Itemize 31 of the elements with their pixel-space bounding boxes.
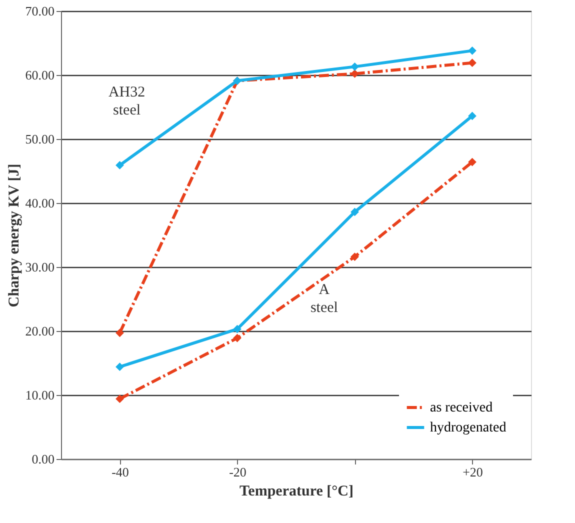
point bbox=[350, 252, 359, 261]
x-axis-title: Temperature [°C] bbox=[240, 484, 354, 500]
point bbox=[116, 161, 124, 170]
point bbox=[350, 62, 359, 71]
y-tick-label: 0.00 bbox=[32, 452, 54, 466]
x-tick-label: +20 bbox=[462, 464, 483, 480]
point bbox=[116, 394, 124, 404]
point bbox=[468, 112, 476, 120]
y-tick-label: 30.00 bbox=[25, 260, 54, 274]
legend-label: as received bbox=[430, 400, 493, 416]
point bbox=[468, 158, 476, 166]
annotation: AH32 steel bbox=[108, 84, 146, 119]
point bbox=[468, 58, 476, 68]
point bbox=[116, 328, 124, 338]
point bbox=[116, 362, 124, 372]
point bbox=[468, 46, 476, 55]
legend-label: hydrogenated bbox=[430, 420, 506, 436]
annotation: A steel bbox=[310, 282, 338, 316]
x-tick-label: -20 bbox=[229, 464, 246, 480]
y-tick-label: 40.00 bbox=[25, 196, 54, 210]
point bbox=[350, 70, 359, 78]
y-tick-label: 60.00 bbox=[25, 68, 54, 82]
point bbox=[233, 324, 242, 334]
point bbox=[350, 208, 359, 216]
point bbox=[233, 334, 242, 342]
y-tick-label: 50.00 bbox=[25, 132, 54, 146]
x-tick-label: -40 bbox=[112, 464, 129, 480]
y-tick-label: 20.00 bbox=[25, 324, 54, 338]
y-tick-label: 70.00 bbox=[25, 4, 54, 18]
y-axis-title: Charpy energy KV [J] bbox=[6, 164, 22, 308]
y-tick-label: 10.00 bbox=[25, 388, 54, 402]
